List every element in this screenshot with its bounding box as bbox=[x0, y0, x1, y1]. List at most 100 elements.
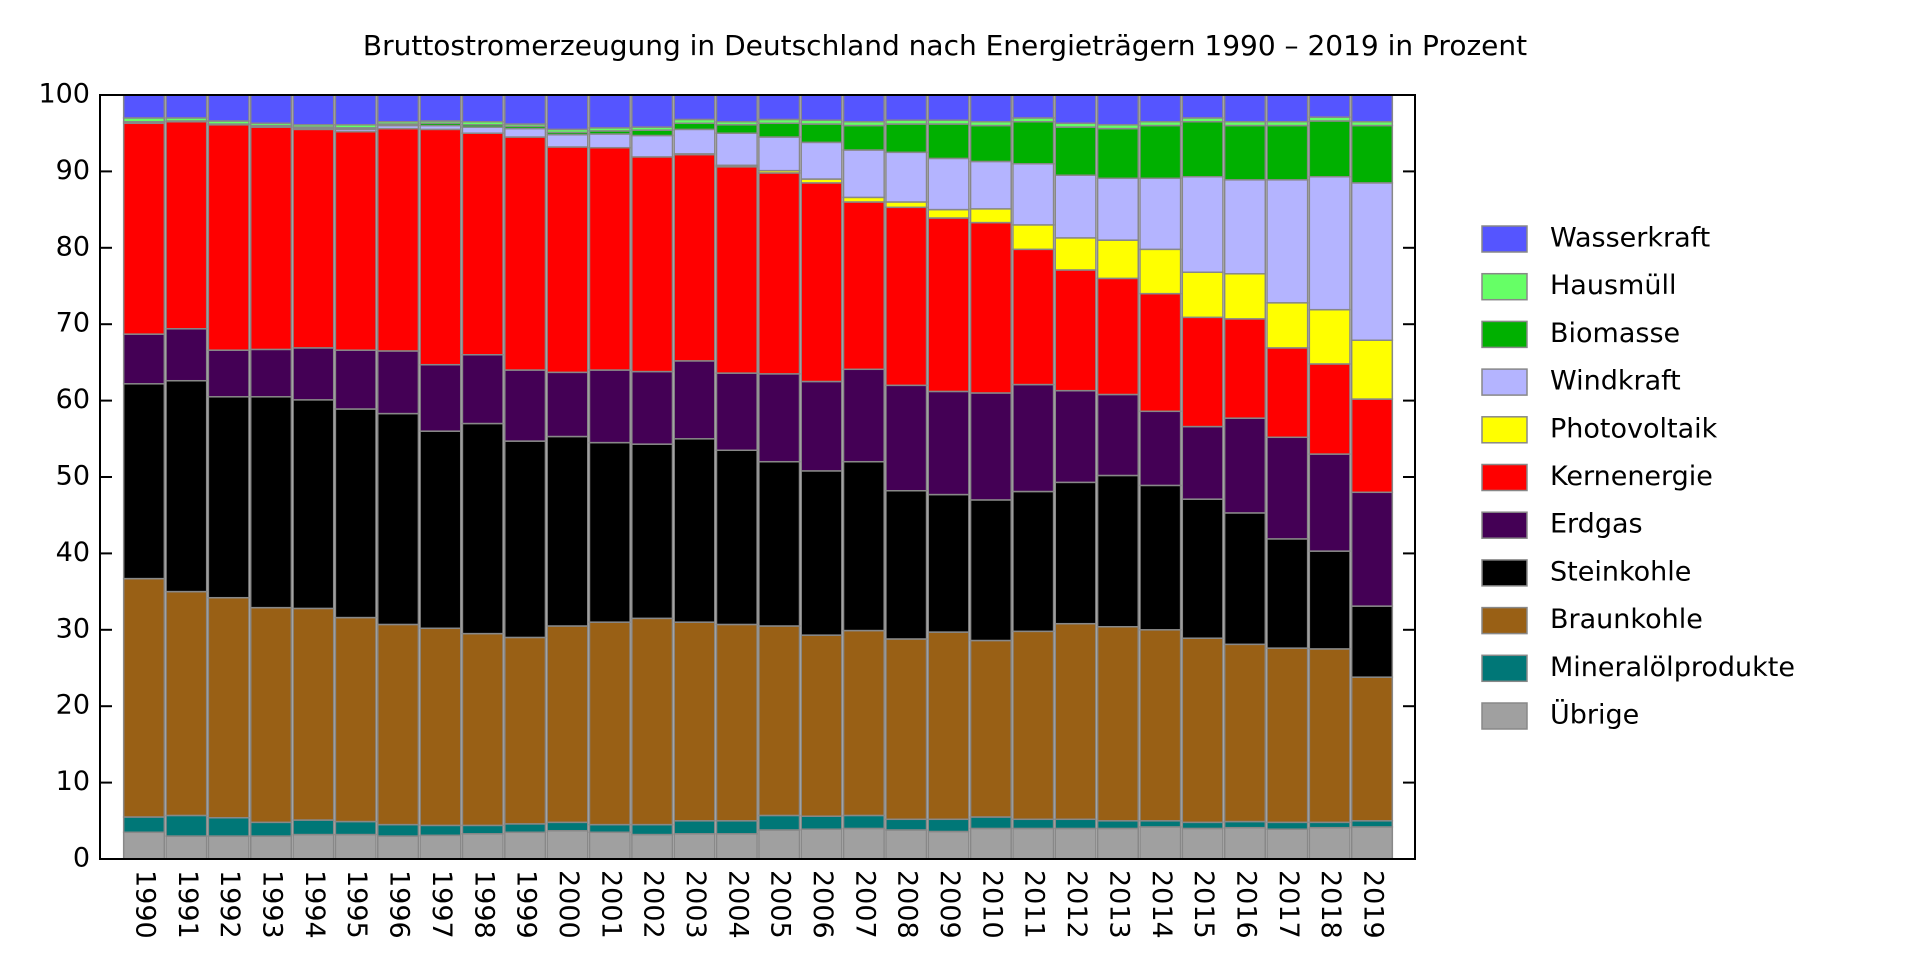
bar-segment bbox=[376, 350, 420, 415]
y-tick-label: 100 bbox=[38, 79, 90, 110]
bar-segment bbox=[546, 371, 589, 438]
bar-segment bbox=[249, 606, 293, 824]
bar-segment bbox=[800, 470, 843, 636]
bar-segment bbox=[1054, 481, 1097, 625]
bar-segment bbox=[1012, 163, 1055, 226]
bar-segment bbox=[1266, 647, 1309, 824]
bar-segment bbox=[165, 814, 208, 837]
bar-segment bbox=[376, 94, 420, 123]
x-tick-label: 1994 bbox=[299, 870, 330, 939]
bar-segment bbox=[1054, 818, 1097, 830]
x-tick-label: 1995 bbox=[341, 870, 372, 939]
legend-swatch bbox=[1481, 368, 1528, 396]
bar-segment bbox=[504, 823, 547, 834]
bar-segment bbox=[1054, 269, 1097, 392]
bar-segment bbox=[1181, 120, 1224, 178]
bar-segment bbox=[885, 490, 928, 640]
bar-segment bbox=[1096, 177, 1140, 241]
bar-segment bbox=[461, 132, 504, 356]
bar-segment bbox=[969, 392, 1012, 501]
bar-segment bbox=[631, 370, 674, 445]
bar-segment bbox=[1012, 94, 1055, 119]
legend-swatch bbox=[1481, 511, 1528, 539]
bar-segment bbox=[207, 124, 250, 351]
bar-segment bbox=[673, 820, 716, 835]
bar-segment bbox=[800, 815, 843, 830]
bar-segment bbox=[927, 493, 970, 633]
x-tick-label: 2001 bbox=[595, 870, 626, 939]
bar-segment bbox=[673, 621, 716, 822]
y-tick-label: 30 bbox=[56, 613, 90, 644]
bar-segment bbox=[122, 94, 166, 119]
chart-title: Bruttostromerzeugung in Deutschland nach… bbox=[363, 29, 1527, 62]
x-tick-label: 2013 bbox=[1103, 870, 1134, 939]
bar-segment bbox=[1350, 820, 1394, 828]
bar-segment bbox=[1308, 363, 1351, 455]
bar-segment bbox=[927, 818, 970, 833]
x-tick-label: 2017 bbox=[1273, 870, 1304, 939]
legend-label: Kernenergie bbox=[1550, 461, 1713, 492]
bar-segment bbox=[1139, 410, 1182, 487]
bar-segment bbox=[546, 625, 589, 824]
bar-segment bbox=[1012, 224, 1055, 251]
x-tick-label: 2006 bbox=[807, 870, 838, 939]
x-tick-label: 2003 bbox=[680, 870, 711, 939]
x-tick-label: 2018 bbox=[1315, 870, 1346, 939]
bar-segment bbox=[546, 821, 589, 832]
bar-segment bbox=[1308, 453, 1351, 552]
bar-segment bbox=[927, 157, 970, 211]
x-tick-label: 2016 bbox=[1230, 870, 1261, 939]
bar-segment bbox=[1012, 248, 1055, 386]
bar-segment bbox=[588, 133, 631, 149]
legend-label: Hausmüll bbox=[1550, 270, 1676, 301]
bar-segment bbox=[758, 460, 801, 627]
bar-segment bbox=[842, 368, 885, 463]
bar-segment bbox=[165, 379, 208, 593]
bar-segment bbox=[885, 384, 928, 492]
bar-segment bbox=[631, 129, 674, 137]
bar-segment bbox=[376, 127, 420, 352]
bar-segment bbox=[1012, 490, 1055, 633]
bar-segment bbox=[207, 596, 250, 819]
bar-segment bbox=[1308, 175, 1351, 311]
bar-segment bbox=[800, 123, 843, 144]
legend-swatch bbox=[1481, 272, 1528, 301]
legend-swatch bbox=[1481, 654, 1528, 683]
bar-segment bbox=[1350, 398, 1394, 494]
bar-segment bbox=[588, 94, 631, 129]
bar-segment bbox=[927, 208, 970, 219]
bar-segment bbox=[1266, 821, 1309, 830]
bar-segment bbox=[249, 348, 293, 398]
x-tick-label: 2008 bbox=[892, 870, 923, 939]
bar-segment bbox=[376, 623, 420, 826]
bar-segment bbox=[461, 833, 504, 860]
bar-segment bbox=[758, 829, 801, 860]
bar-segment bbox=[1350, 826, 1394, 860]
y-tick-label: 90 bbox=[56, 155, 90, 186]
bar-segment bbox=[715, 820, 758, 835]
bar-segment bbox=[1308, 308, 1351, 365]
bar-segment bbox=[1054, 237, 1097, 271]
bar-segment bbox=[1266, 94, 1309, 123]
bar-segment bbox=[1266, 302, 1309, 349]
bar-segment bbox=[419, 94, 462, 122]
bar-segment bbox=[885, 123, 928, 154]
x-tick-label: 1991 bbox=[172, 870, 203, 939]
bar-segment bbox=[461, 632, 504, 827]
bar-segment bbox=[1181, 821, 1224, 830]
y-tick-label: 0 bbox=[73, 843, 90, 874]
bar-segment bbox=[165, 835, 208, 860]
bar-segment bbox=[673, 94, 716, 121]
bar-segment bbox=[673, 122, 716, 131]
y-tick-label: 10 bbox=[56, 766, 90, 797]
x-tick-label: 2007 bbox=[849, 870, 880, 939]
bar-segment bbox=[504, 94, 547, 125]
bar-segment bbox=[504, 369, 547, 442]
bar-segment bbox=[207, 396, 250, 599]
legend-label: Steinkohle bbox=[1550, 556, 1691, 587]
bar-segment bbox=[461, 94, 504, 123]
bar-segment bbox=[122, 122, 166, 335]
bar-segment bbox=[292, 399, 335, 610]
bar-segment bbox=[1096, 94, 1140, 126]
bar-segment bbox=[1054, 622, 1097, 821]
